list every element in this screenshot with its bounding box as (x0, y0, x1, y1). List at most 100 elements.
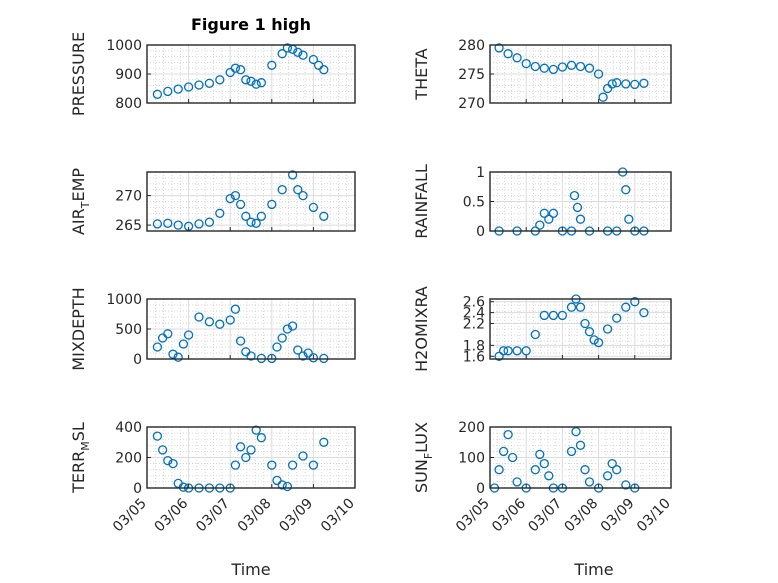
data-point (503, 346, 513, 356)
data-point (607, 79, 617, 89)
data-point (530, 329, 540, 340)
data-point (183, 82, 194, 92)
data-point (183, 330, 194, 340)
x-tick-label: 03/10 (318, 496, 358, 536)
data-point (230, 460, 241, 470)
data-point (621, 480, 631, 490)
data-point (173, 220, 183, 230)
data-point (535, 220, 545, 230)
data-point (282, 481, 293, 492)
x-axis-label-right: Time (573, 560, 613, 579)
data-point (157, 445, 168, 455)
data-point (319, 65, 329, 75)
data-point (593, 337, 604, 348)
data-point (298, 351, 308, 361)
axes-frame (489, 298, 672, 360)
data-point (251, 218, 261, 228)
data-point (548, 310, 559, 321)
data-point (494, 465, 504, 475)
data-point (308, 54, 319, 65)
data-point (246, 351, 256, 361)
data-point (246, 217, 256, 227)
data-point (235, 199, 246, 210)
data-point (251, 79, 261, 89)
data-point (630, 79, 640, 90)
data-point (287, 321, 298, 331)
data-point (308, 202, 319, 213)
subplot-air-temp: 265 270 AIRTEMP (69, 168, 356, 235)
data-point (241, 75, 251, 85)
y-axis-label: AIRTEMP (69, 168, 92, 235)
data-point (319, 211, 329, 221)
data-point (566, 302, 577, 312)
y-axis-label: RAINFALL (412, 164, 431, 239)
y-tick-label: 1 (476, 165, 485, 181)
data-point (298, 451, 308, 461)
y-axis-label: PRESSURE (69, 32, 88, 116)
data-point (241, 211, 251, 221)
data-point (215, 319, 225, 329)
y-tick-label: 0 (133, 481, 142, 497)
data-point (498, 446, 509, 457)
data-point (246, 445, 256, 455)
y-tick-label: 2.4 (463, 306, 485, 322)
data-point (215, 208, 225, 218)
data-point (152, 342, 163, 352)
x-tick-label: 03/05 (110, 496, 150, 536)
y-tick-label: 500 (115, 322, 142, 338)
data-point (584, 63, 595, 73)
x-tick-label: 03/08 (562, 496, 602, 536)
data-point (621, 185, 631, 195)
data-point (163, 86, 173, 97)
data-point (584, 477, 595, 487)
data-point (235, 442, 246, 452)
data-point (639, 78, 649, 88)
subplot-h2omixra: 1.61.8 2.22.42.6 H2OMIXRA (412, 286, 672, 372)
x-tick-label: 03/08 (235, 496, 275, 536)
data-point (152, 431, 163, 441)
x-tick-label: 03/09 (276, 496, 316, 536)
data-point (298, 190, 308, 201)
data-point (557, 62, 568, 72)
data-point (230, 304, 241, 314)
data-point (293, 47, 303, 57)
y-tick-label: 275 (458, 67, 485, 83)
y-tick-label: 900 (115, 67, 142, 83)
data-point (612, 313, 622, 323)
data-point (230, 190, 241, 201)
data-point (630, 297, 640, 307)
y-tick-label: 0 (476, 224, 485, 240)
data-point (178, 482, 189, 492)
data-point (194, 219, 204, 229)
x-tick-label: 03/06 (152, 495, 192, 535)
data-point (575, 302, 586, 312)
data-point (256, 433, 267, 443)
data-point (566, 446, 577, 457)
y-tick-label: 200 (115, 451, 142, 467)
data-point (225, 193, 235, 204)
data-point (246, 76, 256, 86)
y-tick-label: 1.6 (463, 349, 485, 365)
data-point (303, 348, 313, 358)
data-point (566, 60, 577, 70)
data-point (272, 475, 282, 486)
data-point (624, 214, 634, 224)
y-tick-label: 270 (458, 96, 485, 112)
data-point (204, 78, 215, 88)
subplot-mixdepth: 0 500 1000 MIXDEPTH (69, 287, 356, 371)
axes-frame (146, 171, 356, 232)
data-point (521, 346, 531, 356)
data-point (168, 349, 178, 359)
data-point (277, 185, 287, 195)
data-point (194, 312, 204, 322)
data-point (163, 329, 173, 339)
data-point (602, 471, 613, 481)
data-point (168, 458, 178, 469)
subplot-rainfall: 0 0.5 1 RAINFALL (412, 164, 672, 240)
data-point (178, 339, 189, 349)
data-point (267, 460, 277, 470)
y-tick-label: 1000 (106, 292, 142, 308)
data-point (539, 458, 549, 469)
data-point (575, 214, 586, 224)
